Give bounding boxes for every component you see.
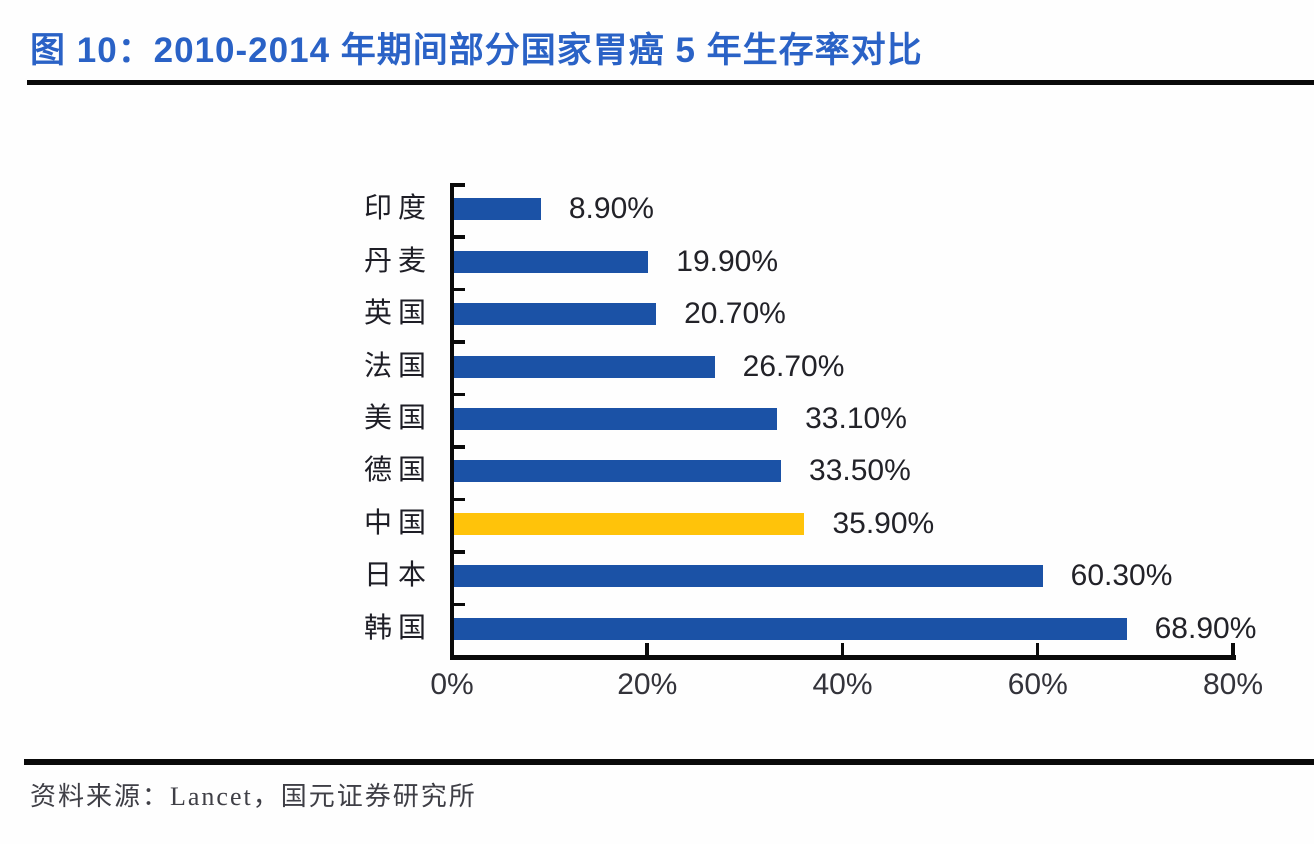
y-axis-tick — [450, 550, 465, 554]
bar — [454, 512, 805, 535]
category-label: 丹麦 — [363, 245, 432, 277]
y-axis-tick — [450, 340, 465, 344]
value-label: 26.70% — [742, 349, 845, 383]
bar — [454, 617, 1127, 640]
y-axis-tick — [450, 497, 465, 502]
category-label: 印度 — [363, 193, 432, 225]
value-label: 35.90% — [832, 506, 935, 540]
bar — [454, 303, 657, 326]
value-label: 19.90% — [676, 244, 779, 278]
bar — [454, 355, 715, 378]
bar — [454, 408, 778, 430]
y-axis-tick — [450, 445, 465, 449]
category-label: 德国 — [363, 455, 432, 487]
x-tick-label: 80% — [1202, 668, 1264, 701]
x-axis-tick — [645, 643, 649, 655]
footer-divider — [24, 759, 1314, 765]
source-note: 资料来源：Lancet，国元证券研究所 — [30, 782, 477, 811]
title-divider — [27, 80, 1314, 85]
survival-rate-bar-chart: 0% 20% 40% 60% 80% 印度 8.90% 丹麦 19.90% 英国 20.70% 法国 2… — [363, 183, 1263, 701]
x-tick-label: 40% — [812, 668, 873, 701]
y-axis — [450, 183, 454, 659]
category-label: 韩国 — [363, 612, 432, 644]
x-axis-tick — [1231, 643, 1235, 655]
value-label: 33.50% — [809, 454, 911, 488]
value-label: 68.90% — [1154, 611, 1257, 645]
bar — [454, 198, 541, 221]
x-axis-tick — [1035, 643, 1040, 655]
value-label: 8.90% — [568, 192, 654, 226]
x-axis — [450, 655, 1236, 660]
value-label: 60.30% — [1070, 559, 1173, 593]
category-label: 中国 — [363, 507, 432, 539]
bar — [454, 460, 782, 483]
value-label: 20.70% — [684, 297, 786, 331]
y-axis-tick — [450, 602, 465, 607]
x-tick-label: 0% — [430, 668, 474, 701]
x-axis-tick — [840, 643, 844, 655]
y-axis-tick — [450, 287, 465, 292]
category-label: 英国 — [363, 298, 432, 330]
category-label: 日本 — [363, 560, 432, 592]
figure-title: 图 10：2010-2014 年期间部分国家胃癌 5 年生存率对比 — [30, 31, 923, 70]
y-axis-tick — [450, 235, 465, 239]
category-label: 法国 — [363, 350, 432, 382]
y-axis-tick — [450, 392, 465, 397]
x-tick-label: 60% — [1007, 668, 1068, 701]
bar — [454, 565, 1043, 588]
value-label: 33.10% — [805, 402, 907, 435]
y-axis-tick — [450, 183, 465, 187]
x-tick-label: 20% — [617, 668, 678, 701]
bar — [454, 250, 649, 273]
category-label: 美国 — [363, 403, 432, 434]
